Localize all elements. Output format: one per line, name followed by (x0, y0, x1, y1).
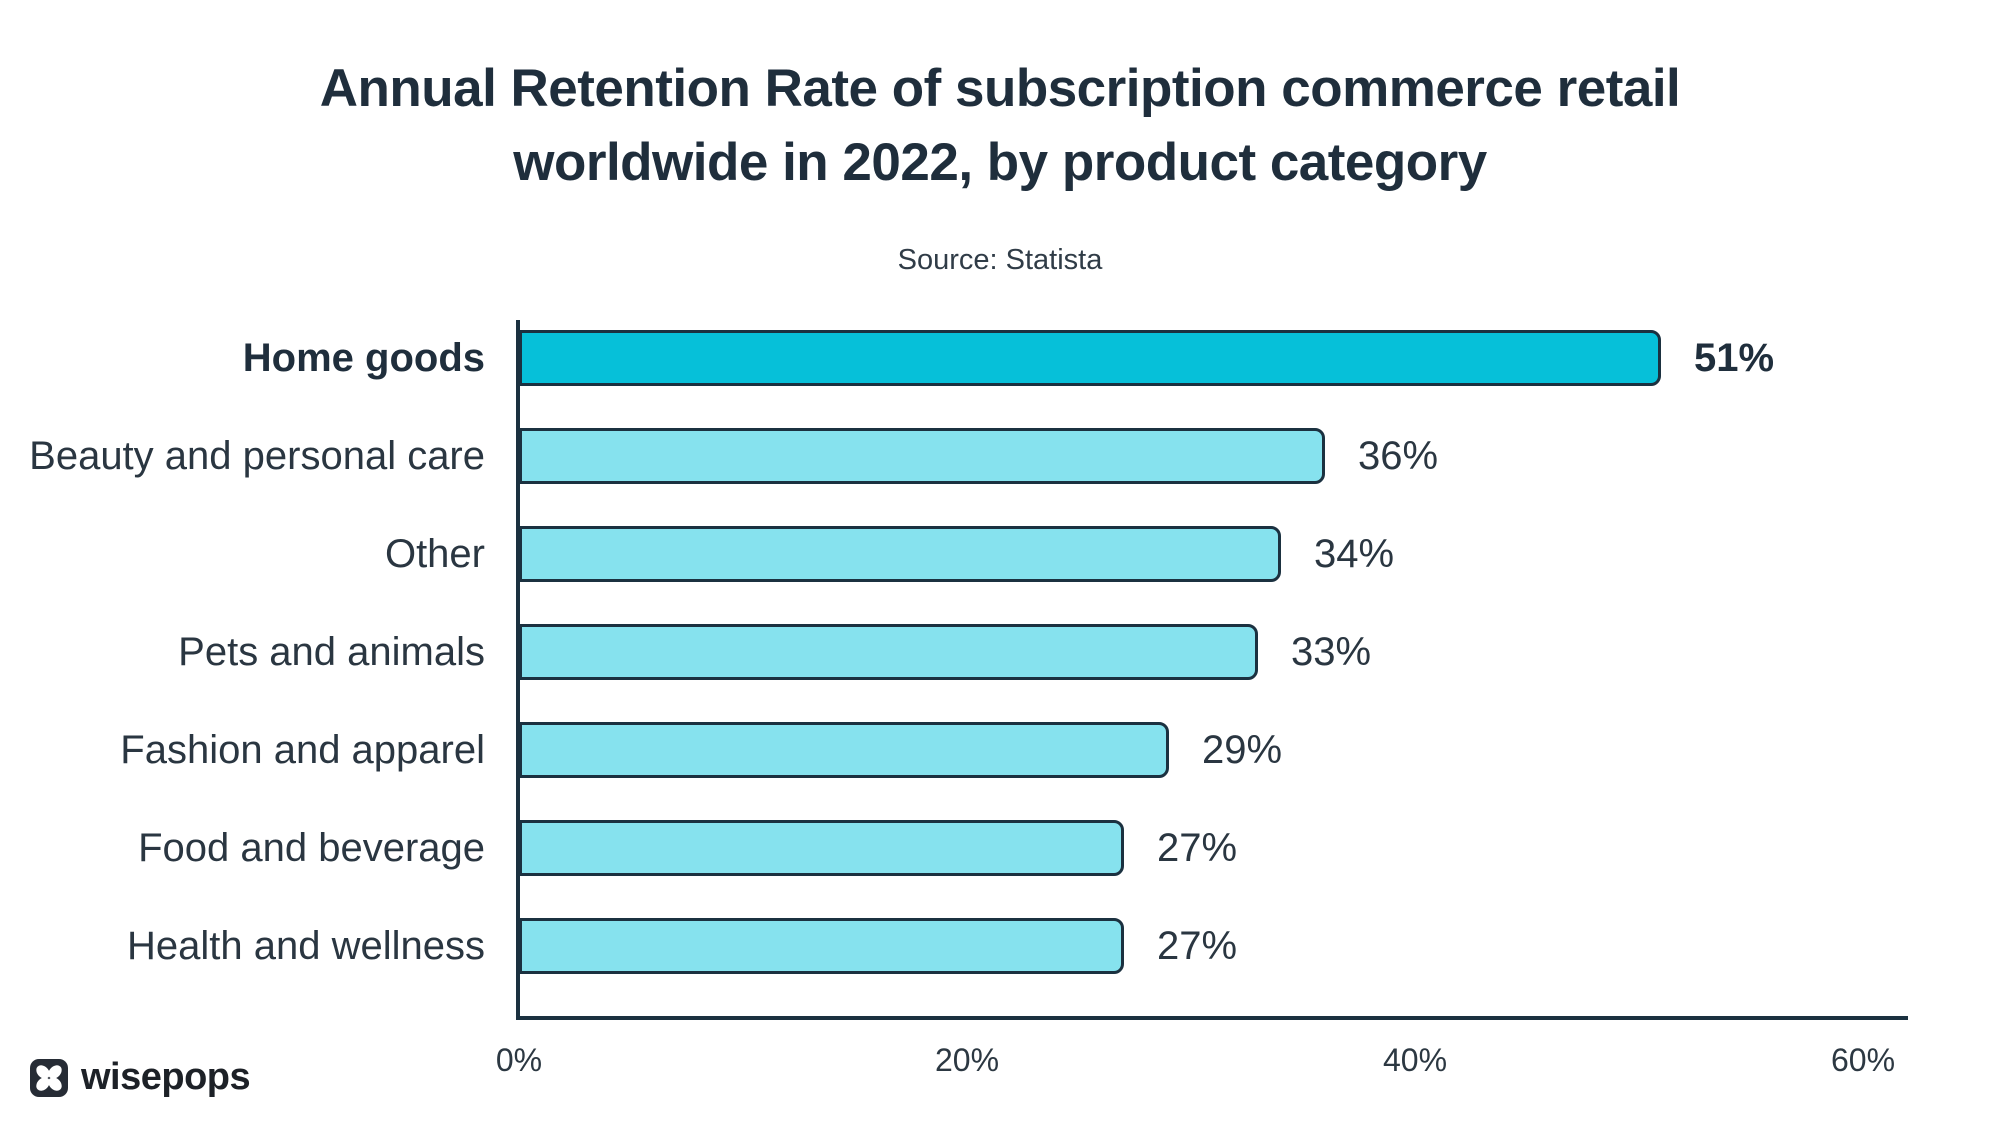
source-note: Source: Statista (897, 244, 1103, 276)
x-axis-line (516, 1016, 1908, 1020)
category-label: Pets and animals (178, 629, 485, 674)
value-label: 27% (1157, 825, 1238, 870)
bar-row-pets-and-animals: Pets and animals 33% (0, 624, 2000, 680)
category-label: Health and wellness (127, 923, 485, 968)
value-label: 51% (1694, 335, 1775, 380)
bar-row-fashion-and-apparel: Fashion and apparel 29% (0, 722, 2000, 778)
bar-row-food-and-beverage: Food and beverage 27% (0, 820, 2000, 876)
value-label: 33% (1291, 629, 1372, 674)
wisepops-logo: wisepops (30, 1056, 251, 1099)
category-label: Other (384, 531, 485, 576)
category-label: Food and beverage (138, 825, 485, 870)
brand-name: wisepops (81, 1056, 251, 1098)
bar-food-and-beverage (519, 820, 1124, 876)
x-tick-0: 0% (495, 1042, 543, 1078)
bar-fashion-and-apparel (519, 722, 1169, 778)
bar-pets-and-animals (519, 624, 1258, 680)
category-label: Home goods (242, 335, 485, 380)
bar-beauty-and-personal-care (519, 428, 1325, 484)
bar-row-beauty-and-personal-care: Beauty and personal care 36% (0, 428, 2000, 484)
chart-title: Annual Retention Rate of subscription co… (319, 59, 1681, 192)
x-tick-20: 20% (934, 1042, 1000, 1078)
bar-health-and-wellness (519, 918, 1124, 974)
value-label: 34% (1314, 531, 1395, 576)
bar-home-goods (519, 330, 1661, 386)
wisepops-logo-icon (30, 1058, 68, 1097)
bar-row-other: Other 34% (0, 526, 2000, 582)
category-label: Beauty and personal care (29, 433, 485, 478)
category-label: Fashion and apparel (120, 727, 485, 772)
value-label: 29% (1202, 727, 1283, 772)
bar-row-home-goods: Home goods 51% (0, 330, 2000, 386)
x-tick-60: 60% (1830, 1042, 1896, 1078)
bar-other (519, 526, 1281, 582)
y-axis-line (516, 320, 520, 1020)
bar-row-health-and-wellness: Health and wellness 27% (0, 918, 2000, 974)
value-label: 36% (1358, 433, 1439, 478)
value-label: 27% (1157, 923, 1238, 968)
x-tick-40: 40% (1382, 1042, 1448, 1078)
